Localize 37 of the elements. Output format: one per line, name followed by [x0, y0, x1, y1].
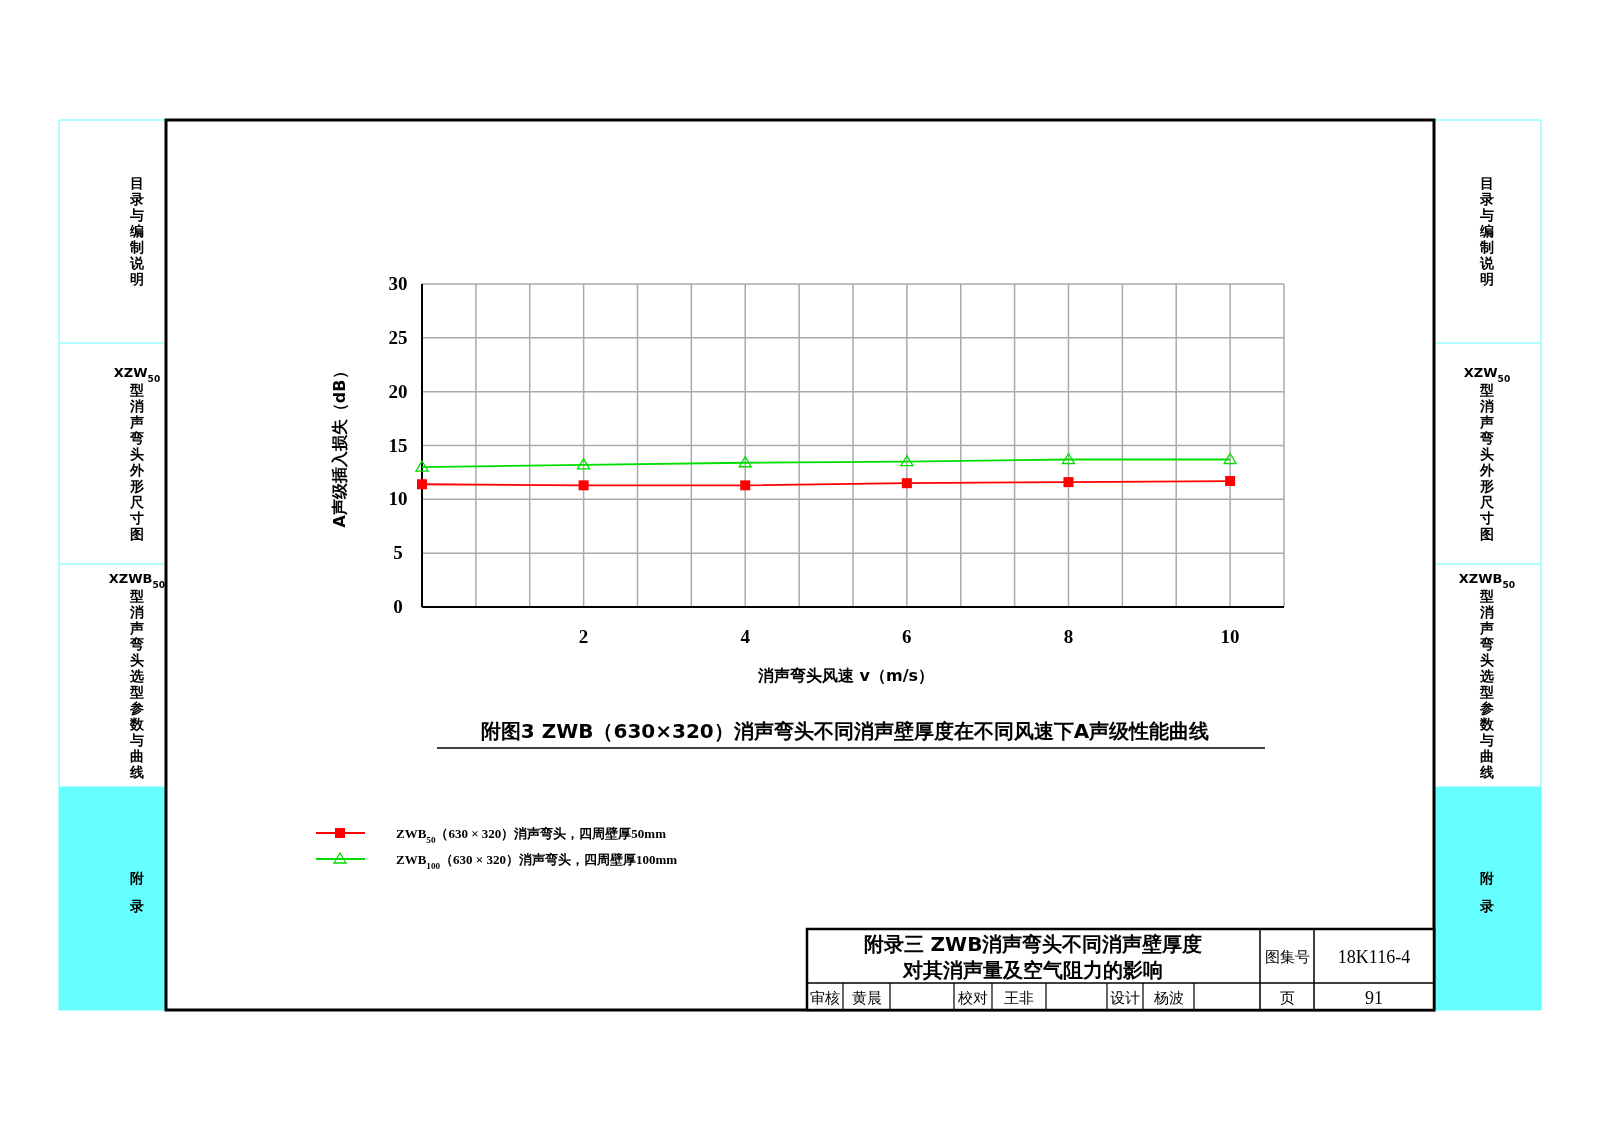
text: XZW$_{50}$型消声弯头外形尺寸图: [1463, 364, 1511, 542]
y-tick-label: 15: [388, 434, 408, 456]
y-tick-label: 25: [388, 326, 408, 348]
legend-label: ZWB$_{100}$（630 × 320）消声弯头，四周壁厚100mm: [396, 852, 678, 871]
text: XZWB$_{50}$型消声弯头选型参数与曲线: [1458, 570, 1516, 780]
text: 设计: [1110, 989, 1140, 1007]
text: 目录与编制说明: [129, 174, 145, 287]
x-tick-label: 10: [1220, 626, 1240, 647]
text: 附录: [129, 869, 144, 914]
text: XZWB$_{50}$型消声弯头选型参数与曲线: [108, 570, 166, 780]
text: 页: [1279, 989, 1295, 1007]
text: 附图3 ZWB（630×320）消声弯头不同消声壁厚度在不同风速下A声级性能曲线: [480, 719, 1210, 743]
x-axis-title: 消声弯头风速 v（m/s）: [756, 666, 935, 685]
text: 附录三 ZWB消声弯头不同消声壁厚度: [863, 932, 1203, 956]
y-tick-label: 30: [388, 273, 408, 294]
x-tick-label: 4: [740, 626, 751, 647]
y-tick-label: 10: [388, 488, 408, 510]
y-tick-label: 5: [393, 542, 403, 564]
text: 目录与编制说明: [1479, 174, 1495, 287]
text: 黄晨: [851, 989, 882, 1007]
text: 王非: [1004, 989, 1034, 1007]
y-tick-label: 0: [393, 596, 403, 617]
text: 图集号: [1264, 948, 1310, 966]
text: 校对: [957, 989, 988, 1007]
x-tick-label: 2: [578, 626, 589, 647]
legend-label: ZWB$_{50}$（630 × 320）消声弯头，四周壁厚50mm: [396, 826, 667, 845]
x-tick-label: 8: [1063, 626, 1074, 647]
text: XZW$_{50}$型消声弯头外形尺寸图: [113, 364, 161, 542]
x-tick-label: 6: [902, 626, 912, 647]
text: 杨波: [1152, 989, 1184, 1007]
text: 附录: [1479, 869, 1494, 914]
text: 91: [1365, 988, 1383, 1008]
y-tick-label: 20: [388, 380, 408, 402]
text: 18K116-4: [1337, 947, 1411, 967]
text: 对其消声量及空气阻力的影响: [902, 958, 1163, 982]
y-axis-title: A声级插入损失（dB）: [330, 363, 349, 528]
text: 审核: [810, 989, 840, 1007]
